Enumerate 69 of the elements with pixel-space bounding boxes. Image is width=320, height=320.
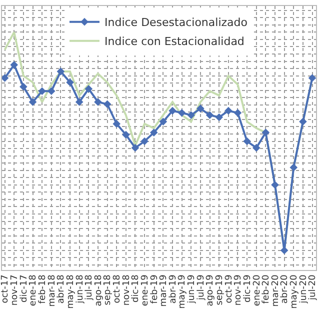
point bbox=[66, 78, 74, 86]
x-tick-label: dic-18 bbox=[131, 274, 142, 302]
x-tick-label: feb-19 bbox=[150, 274, 160, 304]
point bbox=[56, 68, 65, 76]
point bbox=[94, 98, 102, 106]
x-tick-label: mar-19 bbox=[159, 274, 170, 307]
x-tick-label: feb-18 bbox=[38, 274, 48, 304]
x-tick-label: ene-20 bbox=[252, 274, 262, 306]
point bbox=[112, 120, 121, 128]
x-tick-label: nov-18 bbox=[122, 274, 132, 306]
x-tick-label: abr-20 bbox=[280, 274, 290, 304]
point bbox=[103, 100, 112, 108]
x-tick-label: oct-18 bbox=[112, 274, 123, 304]
point bbox=[38, 87, 46, 95]
x-tick-label: dic-17 bbox=[19, 274, 30, 302]
x-tick-label: jul-19 bbox=[196, 274, 206, 302]
point bbox=[234, 109, 242, 117]
x-tick-label: oct-19 bbox=[224, 274, 234, 304]
x-tick-label: may-19 bbox=[178, 274, 188, 309]
x-tick-label: sep-18 bbox=[103, 274, 114, 306]
point bbox=[28, 98, 37, 106]
x-tick-label: may-20 bbox=[290, 274, 300, 309]
point bbox=[20, 82, 28, 91]
point bbox=[206, 111, 214, 119]
legend-label: Indice Desestacionalizado bbox=[104, 16, 248, 30]
point bbox=[10, 61, 18, 69]
point bbox=[159, 118, 168, 126]
point bbox=[84, 85, 93, 93]
point bbox=[215, 113, 223, 122]
x-tick-label: ene-19 bbox=[140, 274, 150, 306]
point bbox=[2, 74, 9, 82]
x-tick-label: jul-18 bbox=[84, 274, 95, 302]
point bbox=[140, 137, 148, 146]
x-tick-label: ago-18 bbox=[94, 274, 104, 306]
point bbox=[308, 74, 316, 82]
point bbox=[187, 111, 196, 119]
x-tick-label: mar-20 bbox=[270, 274, 281, 307]
x-tick-label: ene-18 bbox=[28, 274, 39, 306]
point bbox=[262, 128, 270, 136]
x-tick-label: mar-18 bbox=[47, 274, 58, 307]
point bbox=[299, 118, 307, 126]
point bbox=[75, 98, 84, 106]
x-tick-label: oct-17 bbox=[0, 274, 11, 304]
point bbox=[47, 87, 56, 95]
point bbox=[252, 144, 260, 152]
x-tick-label: abr-18 bbox=[56, 274, 67, 304]
x-tick-label: jun-20 bbox=[298, 274, 309, 304]
x-tick-label: may-18 bbox=[66, 274, 76, 309]
x-tick-label: nov-17 bbox=[10, 274, 20, 306]
x-tick-label: abr-19 bbox=[168, 274, 178, 304]
x-tick-label: jun-18 bbox=[75, 274, 86, 304]
point bbox=[243, 137, 251, 146]
x-tick-label: dic-19 bbox=[242, 274, 253, 302]
point bbox=[196, 104, 204, 112]
x-tick-label: feb-20 bbox=[262, 274, 272, 304]
x-tick-label: jul-20 bbox=[308, 274, 318, 302]
point bbox=[168, 106, 176, 115]
point bbox=[271, 181, 279, 189]
point bbox=[224, 106, 232, 115]
x-tick-label: ago-19 bbox=[206, 274, 216, 306]
point bbox=[178, 109, 186, 117]
legend-label: Indice con Estacionalidad bbox=[104, 35, 244, 48]
point bbox=[131, 144, 140, 152]
point bbox=[290, 164, 298, 172]
point bbox=[150, 128, 158, 136]
point bbox=[122, 130, 130, 139]
x-tick-label: nov-19 bbox=[234, 274, 244, 306]
x-tick-label: jun-19 bbox=[187, 274, 198, 304]
x-tick-label: sep-19 bbox=[215, 274, 226, 306]
